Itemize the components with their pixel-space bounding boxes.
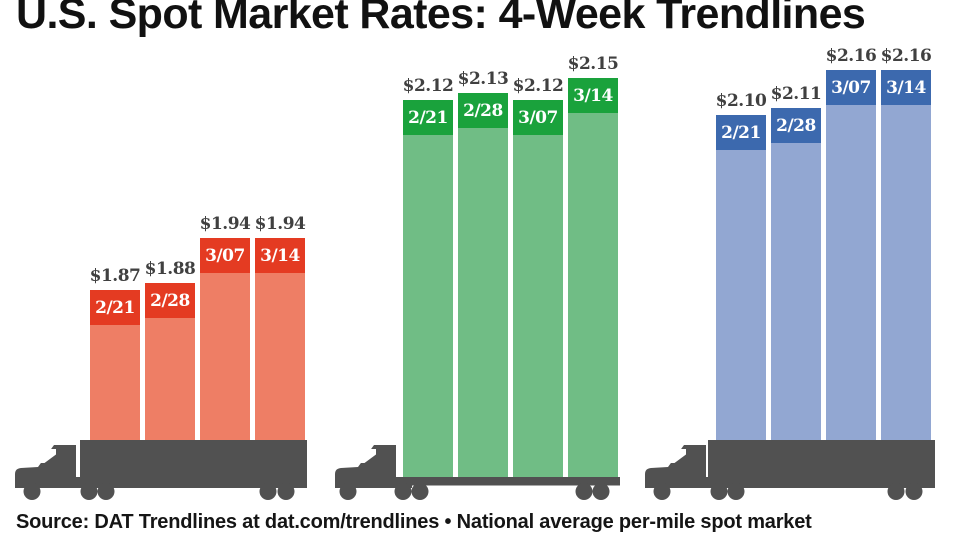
bar-group-3: $2.10 2/21 $2.11 2/28 $2.16 3/07 $2.16 3/14: [640, 0, 950, 510]
date-label: 3/14: [881, 70, 931, 105]
value-label: $2.15: [567, 54, 619, 74]
source-text: Source: DAT Trendlines at dat.com/trendl…: [16, 511, 812, 533]
date-label: 2/21: [716, 115, 766, 150]
date-label: 3/07: [826, 70, 876, 105]
rate-bar: 3/07: [513, 100, 563, 477]
bar-body: [881, 105, 931, 440]
page-title: U.S. Spot Market Rates: 4-Week Trendline…: [16, 0, 866, 38]
truck-window: [670, 449, 686, 463]
bar-body: [403, 135, 453, 477]
date-label: 2/21: [403, 100, 453, 135]
bar-body: [255, 273, 305, 440]
bar-group-1: $1.87 2/21 $1.88 2/28 $1.94 3/07 $1.94 3/14: [10, 0, 320, 510]
rate-bar: 3/14: [568, 78, 618, 477]
date-label: 3/07: [200, 238, 250, 273]
bar-body: [458, 128, 508, 477]
bar-body: [826, 105, 876, 440]
bar-body: [568, 113, 618, 477]
rate-bar: 2/28: [771, 108, 821, 440]
semi-truck-flatbed-icon: [335, 445, 620, 500]
value-label: $1.94: [199, 214, 251, 234]
rate-bar: 2/28: [458, 93, 508, 477]
bar-body: [771, 143, 821, 440]
value-label: $2.11: [770, 84, 822, 104]
date-label: 3/14: [568, 78, 618, 113]
bar-body: [90, 325, 140, 440]
date-label: 2/21: [90, 290, 140, 325]
date-label: 3/14: [255, 238, 305, 273]
bar-body: [716, 150, 766, 440]
rate-bar: 3/14: [255, 238, 305, 440]
truck-window: [40, 449, 56, 463]
value-label: $1.87: [89, 266, 141, 286]
rate-bar: 3/07: [200, 238, 250, 440]
value-label: $1.88: [144, 259, 196, 279]
semi-truck-box-icon: [645, 440, 935, 500]
value-label: $2.10: [715, 91, 767, 111]
bar-body: [145, 318, 195, 440]
bar-group-2: $2.12 2/21 $2.13 2/28 $2.12 3/07 $2.15 3/14: [330, 0, 640, 510]
rate-bar: 3/07: [826, 70, 876, 440]
value-label: $2.13: [457, 69, 509, 89]
rate-bar: 2/28: [145, 283, 195, 440]
date-label: 2/28: [145, 283, 195, 318]
rate-bar: 2/21: [90, 290, 140, 440]
bar-body: [200, 273, 250, 440]
value-label: $1.94: [254, 214, 306, 234]
date-label: 3/07: [513, 100, 563, 135]
date-label: 2/28: [771, 108, 821, 143]
rate-bar: 2/21: [716, 115, 766, 440]
bar-body: [513, 135, 563, 477]
value-label: $2.12: [512, 76, 564, 96]
semi-truck-box-icon: [15, 440, 307, 500]
rate-bar: 2/21: [403, 100, 453, 477]
value-label: $2.12: [402, 76, 454, 96]
truck-window: [360, 449, 376, 463]
value-label: $2.16: [825, 46, 877, 66]
rate-bar: 3/14: [881, 70, 931, 440]
value-label: $2.16: [880, 46, 932, 66]
date-label: 2/28: [458, 93, 508, 128]
